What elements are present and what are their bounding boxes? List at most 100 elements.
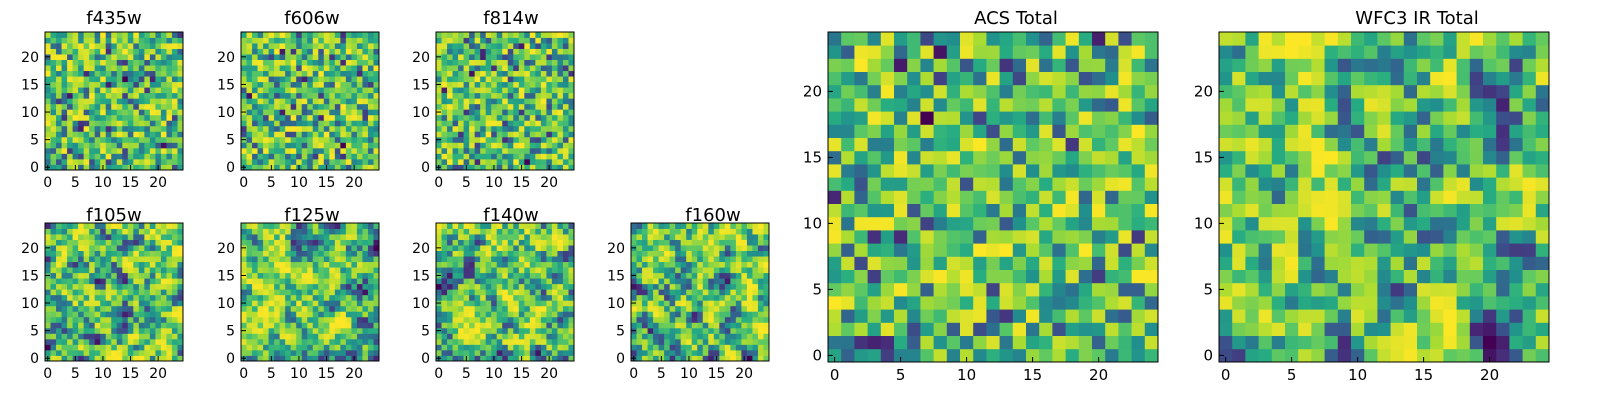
heatmap-cell — [535, 98, 542, 105]
heatmap-cell — [56, 316, 62, 323]
heatmap-cell — [323, 289, 330, 296]
heatmap-cell — [116, 327, 123, 334]
heatmap-cell — [127, 65, 134, 72]
heatmap-cell — [373, 125, 380, 132]
heatmap-cell — [518, 59, 525, 66]
heatmap-cell — [946, 230, 961, 244]
heatmap-cell — [301, 32, 308, 38]
heatmap-cell — [56, 98, 62, 105]
heatmap-cell — [329, 158, 336, 165]
heatmap-cell — [1052, 296, 1066, 310]
heatmap-cell — [252, 48, 258, 55]
heatmap-cell — [345, 338, 352, 345]
heatmap-cell — [680, 256, 687, 263]
heatmap-cell — [469, 250, 476, 257]
heatmap-cell — [274, 43, 281, 49]
heatmap-cell — [340, 76, 347, 83]
heatmap-cell — [307, 223, 314, 229]
heatmap-cell — [502, 136, 509, 143]
heatmap-cell — [480, 344, 487, 351]
heatmap-cell — [828, 309, 842, 323]
heatmap-cell — [524, 54, 531, 60]
heatmap-cell — [513, 164, 520, 171]
heatmap-cell — [345, 59, 352, 66]
heatmap-cell — [524, 223, 531, 229]
heatmap-cell — [1026, 243, 1040, 257]
heatmap-cell — [67, 164, 73, 171]
heatmap-cell — [373, 158, 380, 165]
heatmap-cell — [551, 322, 558, 329]
heatmap-cell — [933, 309, 948, 323]
heatmap-cell — [686, 278, 693, 285]
heatmap-cell — [713, 333, 720, 340]
heatmap-cell — [149, 120, 156, 127]
heatmap-cell — [67, 349, 73, 356]
heatmap-cell — [1105, 256, 1119, 270]
heatmap-cell — [329, 81, 336, 88]
heatmap-cell — [1039, 243, 1053, 257]
heatmap-cell — [557, 316, 564, 323]
heatmap-cell — [105, 125, 112, 132]
heatmap-cell — [241, 305, 247, 312]
heatmap-cell — [318, 294, 325, 301]
heatmap-cell — [50, 250, 57, 257]
heatmap-cell — [491, 109, 498, 116]
heatmap-cell — [540, 349, 547, 356]
heatmap-cell — [933, 137, 948, 152]
heatmap-cell — [719, 267, 726, 274]
heatmap-cell — [746, 333, 753, 340]
heatmap-cell — [999, 230, 1014, 244]
heatmap-cell — [285, 142, 292, 149]
heatmap-cell — [67, 81, 73, 88]
heatmap-cell — [452, 136, 459, 143]
heatmap-cell — [562, 333, 569, 340]
heatmap-cell — [318, 355, 325, 362]
heatmap-cell — [496, 305, 503, 312]
heatmap-cell — [491, 228, 498, 235]
heatmap-cell — [1092, 269, 1106, 284]
heatmap-cell — [144, 136, 151, 143]
heatmap-cell — [496, 59, 503, 66]
panel-title: f105w — [86, 205, 141, 226]
heatmap-cell — [551, 136, 558, 143]
heatmap-cell — [127, 103, 134, 110]
x-tick-label: 15 — [513, 366, 531, 382]
heatmap-cell — [702, 294, 709, 301]
heatmap-cell — [312, 43, 319, 49]
x-tick-label: 15 — [122, 366, 140, 382]
heatmap-cell — [763, 272, 770, 279]
heatmap-cell — [568, 250, 575, 257]
heatmap-cell — [312, 114, 319, 121]
heatmap-cell — [636, 311, 643, 318]
heatmap-cell — [441, 228, 448, 235]
heatmap-cell — [491, 250, 498, 257]
heatmap-cell — [312, 131, 319, 138]
heatmap-cell — [841, 124, 855, 138]
heatmap-cell — [160, 338, 167, 345]
heatmap-cell — [257, 256, 264, 263]
heatmap-cell — [973, 190, 987, 204]
heatmap-cell — [854, 282, 868, 297]
heatmap-cell — [345, 37, 352, 44]
heatmap-cell — [351, 87, 358, 94]
heatmap-cell — [56, 239, 62, 246]
heatmap-cell — [122, 136, 129, 143]
heatmap-cell — [116, 103, 123, 110]
heatmap-cell — [496, 147, 503, 154]
heatmap-cell — [351, 344, 358, 351]
heatmap-cell — [290, 300, 297, 307]
heatmap-cell — [171, 245, 178, 251]
heatmap-cell — [122, 278, 129, 285]
heatmap-cell — [329, 333, 336, 340]
heatmap-cell — [1012, 164, 1027, 178]
heatmap-cell — [290, 109, 297, 116]
heatmap-cell — [458, 32, 464, 38]
x-tick-label: 20 — [540, 175, 558, 191]
heatmap-cell — [56, 333, 62, 340]
heatmap-cell — [1118, 269, 1132, 284]
heatmap-cell — [323, 109, 330, 116]
heatmap-cell — [307, 261, 314, 268]
axes-frame — [435, 31, 575, 171]
heatmap-cell — [290, 311, 297, 318]
heatmap-cell — [669, 338, 676, 345]
